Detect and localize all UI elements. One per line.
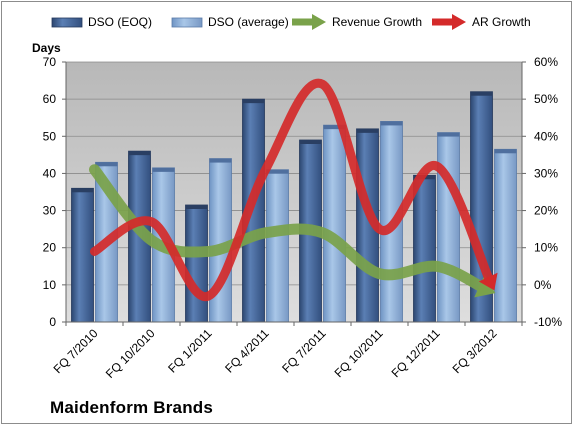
y2-tick-label: 10% [534,241,558,255]
y2-tick-label: -10% [534,315,562,329]
bar-dso-average-cap [209,158,232,163]
legend-ar-growth-label: AR Growth [472,15,531,29]
bar-dso-eoq [185,204,208,323]
y-tick-label: 60 [43,92,57,106]
bar-dso-average-cap [266,169,289,174]
bar-dso-eoq-cap [299,140,322,144]
bar-dso-average [437,132,460,323]
legend-dso-eoq-label: DSO (EOQ) [88,15,152,29]
y2-tick-label: 40% [534,129,558,143]
y-tick-label: 20 [43,241,57,255]
legend-revenue-growth-label: Revenue Growth [332,15,422,29]
y2-tick-label: 0% [534,278,552,292]
bar-dso-eoq-cap [128,151,151,156]
bar-dso-eoq [71,187,94,323]
line-series-layer [89,78,498,301]
legend-ar-growth-swatch-head [452,14,466,30]
x-tick-label: FQ 10/2011 [332,326,386,380]
legend-dso-average-label: DSO (average) [208,15,289,29]
y-tick-label: 30 [43,204,57,218]
bar-dso-average-cap [152,167,175,172]
bar-dso-average-cap [323,125,346,130]
y2-tick-label: 60% [534,55,558,69]
x-tick-label: FQ 7/2010 [51,326,101,376]
y-tick-label: 70 [43,55,57,69]
bar-dso-eoq-cap [185,205,208,209]
bar-dso-eoq-cap [470,91,493,96]
bar-dso-average-cap [437,132,460,137]
bar-dso-eoq-cap [242,99,265,104]
x-tick-label: FQ 1/2011 [165,326,215,376]
y2-tick-label: 30% [534,166,558,180]
legend: DSO (EOQ) DSO (average) Revenue Growth AR G… [51,14,531,30]
x-tick-label: FQ 12/2011 [389,326,443,380]
y-axis-title: Days [32,41,61,55]
bar-dso-average [266,169,289,323]
line-revenue-growth [89,164,488,293]
bar-dso-average-cap [494,149,517,154]
bar-dso-average [323,124,346,323]
legend-revenue-growth-swatch-head [312,14,326,30]
y-tick-label: 10 [43,278,57,292]
line-ar-growth-arrowhead [478,272,498,291]
bar-dso-average-cap [380,121,403,126]
bar-dso-eoq [413,174,436,323]
bar-dso-eoq-cap [71,188,94,193]
bar-dso-average [494,148,517,323]
bar-dso-eoq-cap [356,128,379,133]
x-tick-label: FQ 4/2011 [222,326,272,376]
line-revenue-growth-arrowhead [474,274,496,298]
legend-dso-average-swatch [171,17,203,28]
y2-tick-label: 50% [534,92,558,106]
company-title: Maidenform Brands [50,398,214,417]
x-tick-label: FQ 3/2012 [450,326,500,376]
legend-dso-eoq-swatch [51,17,83,28]
y-tick-label: 50 [43,129,57,143]
bar-dso-average-cap [95,162,118,167]
y2-tick-label: 20% [534,204,558,218]
line-ar-growth [90,78,494,301]
y-tick-label: 0 [49,315,56,329]
x-tick-label: FQ 7/2011 [279,326,329,376]
x-tick-label: FQ 10/2010 [103,326,158,381]
y-tick-label: 40 [43,166,57,180]
